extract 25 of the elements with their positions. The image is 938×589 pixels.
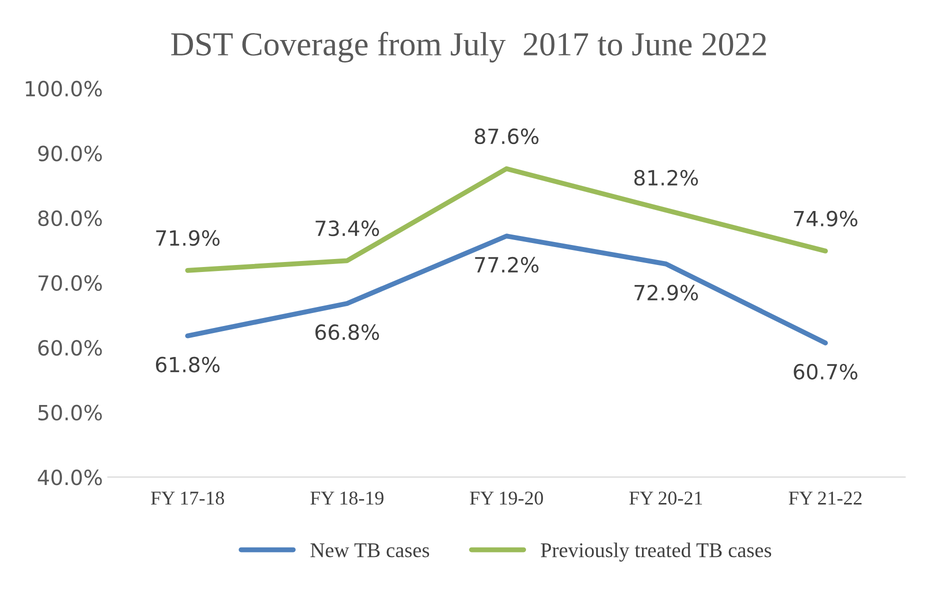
x-tick-label: FY 20-21 — [629, 492, 702, 505]
data-label: 87.6% — [474, 128, 538, 144]
data-label: 72.9% — [634, 284, 698, 301]
data-label: 81.2% — [634, 170, 698, 186]
data-label: 61.8% — [156, 356, 220, 372]
x-tick-label: FY 18-19 — [310, 492, 384, 505]
y-tick-label: 60.0% — [38, 340, 102, 356]
x-tick-label: FY 17-18 — [150, 492, 224, 505]
y-tick-label: 40.0% — [38, 470, 102, 486]
y-tick-label: 70.0% — [38, 275, 102, 291]
x-tick-label: FY 19-20 — [470, 492, 543, 505]
data-label: 77.2% — [475, 256, 538, 273]
chart-title: DST Coverage from July 2017 to June 2022 — [171, 32, 766, 62]
data-label: 71.9% — [156, 230, 220, 246]
y-tick-label: 50.0% — [38, 404, 102, 421]
y-tick-label: 90.0% — [38, 146, 102, 162]
data-label: 66.8% — [315, 324, 379, 340]
legend-label: Previously treated TB cases — [540, 542, 772, 562]
y-tick-label: 100.0% — [26, 80, 102, 97]
data-label: 60.7% — [794, 364, 858, 380]
legend-label: New TB cases — [310, 543, 430, 558]
data-label: 74.9% — [794, 210, 858, 226]
y-tick-label: 80.0% — [38, 210, 102, 226]
data-label: 73.4% — [316, 220, 379, 236]
x-tick-label: FY 21-22 — [788, 492, 862, 504]
